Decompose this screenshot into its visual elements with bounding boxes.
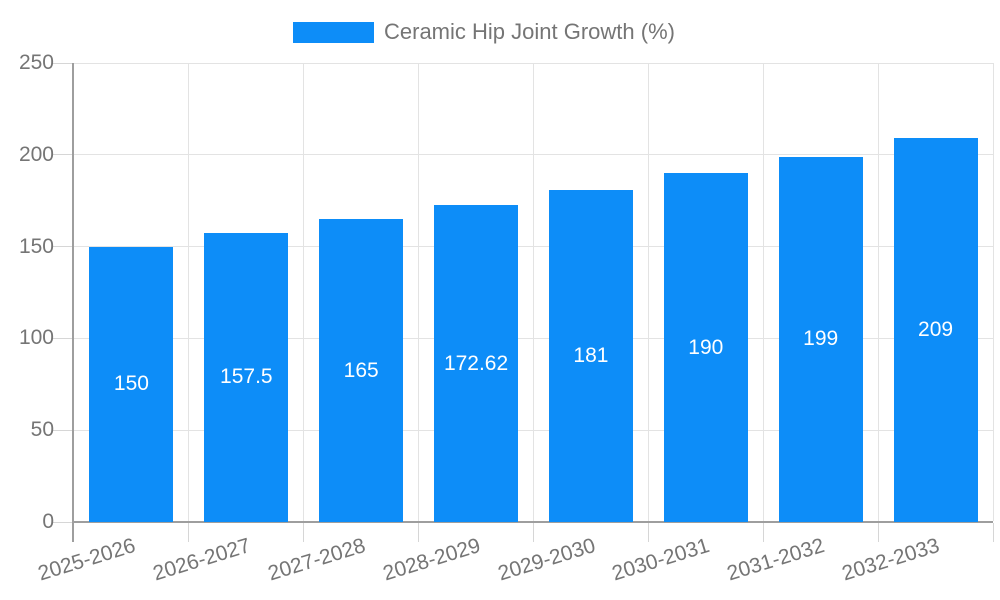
y-axis-tick — [52, 246, 74, 248]
bar[interactable]: 209 — [893, 138, 978, 522]
x-axis-line — [72, 521, 993, 523]
vertical-gridline — [647, 63, 649, 521]
y-axis-tick-label: 250 — [18, 51, 54, 74]
bar-value-label: 172.62 — [443, 351, 509, 375]
y-axis-tick — [52, 429, 74, 431]
y-axis-tick-label: 200 — [18, 142, 54, 166]
y-axis-tick-label: 0 — [42, 510, 54, 533]
bar[interactable]: 157.5 — [204, 232, 289, 522]
y-axis-tick — [52, 337, 74, 339]
bar[interactable]: 172.62 — [434, 205, 519, 522]
bar-value-label: 190 — [688, 335, 724, 359]
vertical-gridline — [533, 63, 534, 521]
x-axis-category-label: 2031-2032 — [724, 534, 828, 586]
legend-label: Ceramic Hip Joint Growth (%) — [384, 19, 675, 44]
x-axis-category-label: 2027-2028 — [265, 534, 368, 586]
bar[interactable]: 190 — [663, 173, 748, 522]
vertical-gridline — [992, 63, 994, 521]
x-axis-category-label: 2028-2029 — [380, 534, 483, 586]
bar-value-label: 165 — [343, 358, 379, 382]
y-axis-tick — [52, 154, 74, 156]
bar-value-label: 209 — [918, 318, 954, 342]
x-axis-category-label: 2030-2031 — [609, 534, 713, 586]
bar[interactable]: 165 — [319, 219, 404, 522]
x-axis-category-label: 2025-2026 — [35, 534, 139, 586]
y-axis-tick-label: 150 — [18, 234, 54, 258]
x-axis-tick — [647, 523, 649, 542]
x-axis-tick — [533, 523, 534, 542]
bar-value-label: 150 — [113, 372, 149, 396]
bar-value-label: 181 — [573, 343, 609, 367]
y-axis-tick — [52, 62, 74, 64]
x-axis-tick — [992, 523, 994, 542]
y-axis-line — [72, 63, 74, 542]
bar[interactable]: 150 — [89, 246, 174, 522]
bar-value-label: 157.5 — [220, 365, 273, 389]
vertical-gridline — [762, 63, 764, 521]
x-axis-category-label: 2026-2027 — [150, 534, 254, 586]
vertical-gridline — [877, 63, 879, 521]
bar-value-label: 199 — [803, 327, 839, 351]
vertical-gridline — [303, 63, 305, 521]
x-axis-tick — [188, 523, 190, 542]
x-axis-category-label: 2032-2033 — [839, 534, 943, 586]
legend-swatch — [293, 21, 374, 43]
legend: Ceramic Hip Joint Growth (%) — [293, 19, 675, 45]
x-axis-tick — [303, 523, 305, 542]
x-axis-tick — [762, 523, 764, 542]
vertical-gridline — [418, 63, 420, 521]
y-axis-tick-label: 100 — [18, 326, 54, 350]
x-axis-category-label: 2029-2030 — [494, 534, 598, 586]
vertical-gridline — [188, 63, 190, 521]
x-axis-tick — [877, 523, 879, 542]
bar[interactable]: 181 — [548, 189, 633, 522]
x-axis-tick — [418, 523, 420, 542]
bar[interactable]: 199 — [778, 156, 863, 522]
y-axis-tick-label: 50 — [30, 418, 54, 442]
y-axis-tick — [52, 521, 74, 523]
